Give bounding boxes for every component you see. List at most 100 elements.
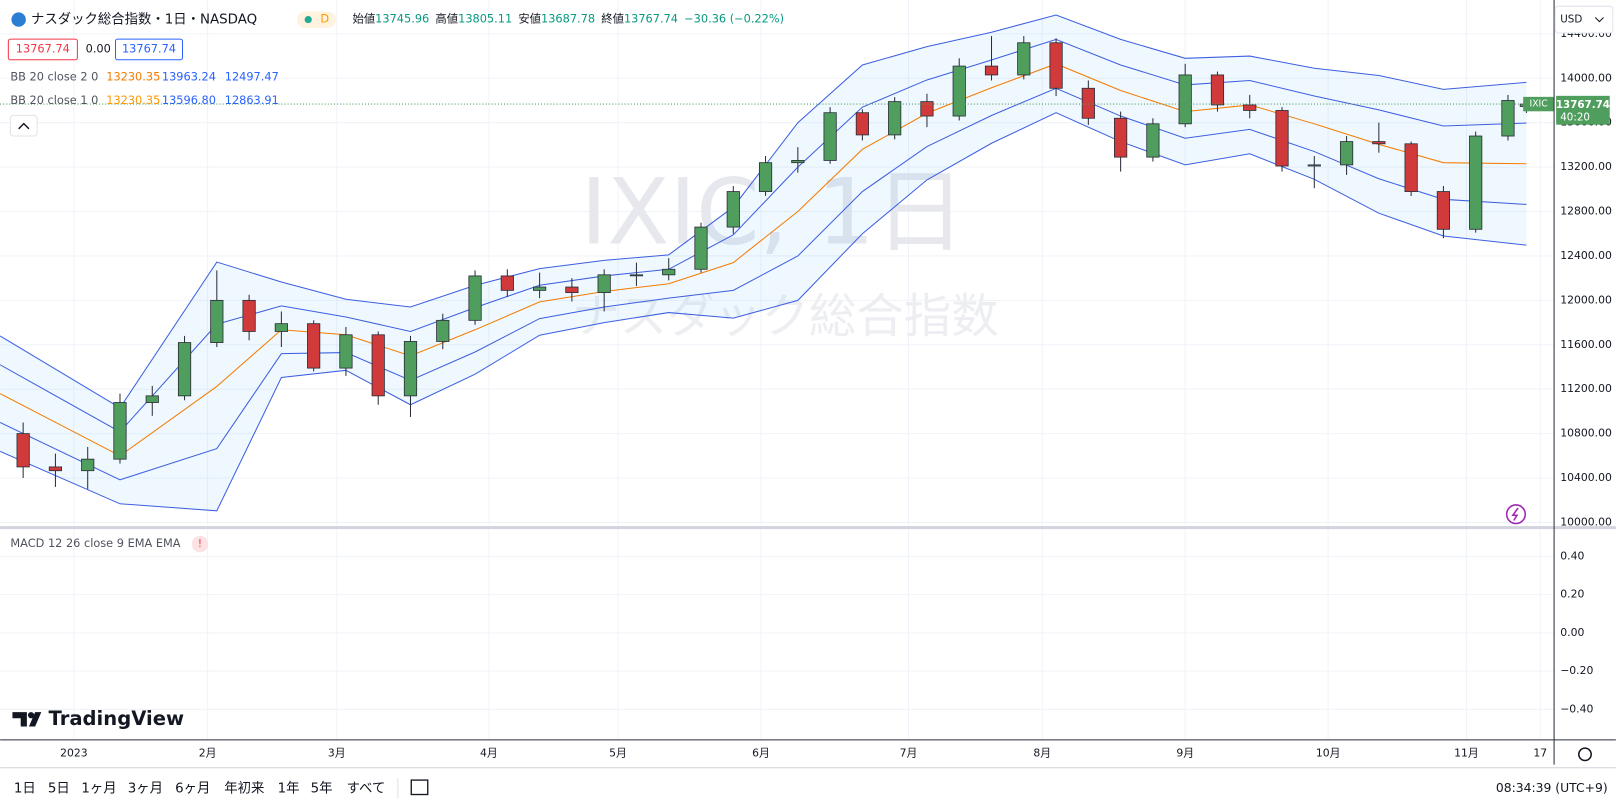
- indicator-label: BB 20 close 1 0: [10, 93, 98, 107]
- y-tick-label: 14000.00: [1560, 71, 1612, 84]
- candle-body: [1210, 74, 1225, 106]
- ohlc: 始値13745.96 高値13805.11 安値13687.78 終値13767.74…: [353, 12, 785, 26]
- price-box: [7, 38, 78, 61]
- price-box-text: 13767.74: [16, 41, 70, 55]
- candle-body: [791, 160, 805, 164]
- spread: 0.00: [86, 41, 111, 55]
- macd-label: MACD 12 26 close 9 EMA EMA: [10, 536, 180, 550]
- candle-body: [888, 101, 902, 136]
- candle-body: [210, 299, 224, 343]
- indicator-value: 13596.80: [162, 93, 216, 107]
- y-tick-label: 0.40: [1560, 549, 1584, 562]
- countdown: 40:20: [1560, 111, 1590, 123]
- y-tick-label: 10800.00: [1560, 427, 1612, 440]
- bb-basis: [0, 63, 1527, 457]
- y-tick-label: 10400.00: [1560, 471, 1612, 484]
- range-button[interactable]: 1日: [14, 781, 36, 796]
- candle-body: [16, 433, 30, 468]
- x-tick-label: 7月: [900, 746, 918, 759]
- x-tick-label: 4月: [480, 746, 498, 759]
- x-tick-label: 3月: [328, 746, 346, 759]
- candle-body: [1469, 135, 1483, 230]
- y-tick-label: −0.40: [1560, 702, 1593, 715]
- ohlc-label: 始値: [353, 12, 376, 26]
- y-tick-label: 12400.00: [1560, 249, 1612, 262]
- symbol-tag-text: IXIC: [1529, 99, 1547, 110]
- x-tick-label: 10月: [1316, 746, 1341, 759]
- macd-alert-text: !: [198, 538, 202, 550]
- ohlc-value: 13767.74: [624, 12, 678, 26]
- y-tick-label: 12800.00: [1560, 205, 1612, 218]
- candle-body: [242, 299, 256, 332]
- range-button[interactable]: 3ヶ月: [128, 781, 163, 796]
- price-box-text: 13767.74: [122, 41, 176, 55]
- currency-caret: [1594, 17, 1604, 23]
- candle-body: [436, 319, 450, 342]
- x-tick-label: 11月: [1454, 746, 1479, 759]
- range-button[interactable]: 1年: [278, 780, 300, 796]
- candle-body: [694, 226, 708, 270]
- candle-body: [1436, 191, 1451, 230]
- candle-body: [371, 334, 385, 397]
- change: −30.36 (−0.22%): [684, 12, 784, 26]
- candle-body: [855, 112, 869, 136]
- candle-body: [1146, 123, 1160, 158]
- range-button[interactable]: 5年: [311, 780, 333, 796]
- range-button[interactable]: 1ヶ月: [81, 781, 116, 796]
- indicator-value: 13230.35: [106, 69, 160, 83]
- candle-body: [1243, 104, 1257, 111]
- candle-body: [113, 402, 127, 460]
- currency-box[interactable]: [1554, 5, 1614, 34]
- candle-body: [468, 275, 482, 321]
- candle-body: [758, 162, 773, 192]
- candle-body: [629, 274, 644, 277]
- ohlc-label: 終値: [601, 12, 624, 26]
- y-tick-label: 11200.00: [1560, 382, 1612, 395]
- candle-body: [177, 342, 192, 397]
- candle-body: [565, 286, 579, 294]
- market-dot: [304, 15, 312, 24]
- range-button[interactable]: 年初来: [224, 780, 264, 796]
- collapse-button[interactable]: [9, 114, 38, 137]
- candle-body: [1081, 87, 1095, 119]
- settings-icon[interactable]: [1578, 747, 1592, 762]
- indicator-value: 13963.24: [162, 69, 216, 83]
- candle-body: [500, 275, 514, 291]
- y-tick-label: −0.20: [1560, 664, 1593, 677]
- bb-lower-inner: [0, 87, 1527, 481]
- candle-body: [1275, 110, 1289, 167]
- ohlc-label: 高値: [435, 12, 458, 26]
- candle-body: [662, 268, 676, 276]
- last-price: 13767.74: [1556, 99, 1610, 111]
- badge-text: D: [320, 12, 329, 26]
- candle-body: [1404, 143, 1418, 192]
- candle-body: [339, 334, 353, 369]
- symbol-icon: [11, 12, 26, 27]
- header: ナスダック総合指数・1日・NASDAQ D 始値13745.96 高値13805.11…: [7, 11, 785, 553]
- range-button[interactable]: 6ヶ月: [175, 781, 210, 796]
- candle-body: [145, 395, 159, 403]
- candle-body: [1049, 42, 1063, 89]
- candle-body: [274, 323, 288, 332]
- y-tick-label: 13200.00: [1560, 160, 1612, 173]
- macd-alert: [191, 535, 209, 553]
- candle-body: [984, 65, 999, 76]
- candle-body: [952, 65, 966, 117]
- price-box: [114, 38, 184, 61]
- candle-body: [1307, 164, 1321, 167]
- candle-body: [81, 458, 95, 472]
- bb-upper-outer: [0, 14, 1527, 409]
- indicator-value: 13230.35: [106, 93, 160, 107]
- badge: [296, 11, 337, 28]
- range-button[interactable]: すべて: [347, 780, 386, 796]
- x-tick-label: 6月: [752, 746, 770, 759]
- lightning-icon[interactable]: [1505, 504, 1526, 525]
- chevron: [18, 122, 30, 130]
- range-button[interactable]: 5日: [48, 781, 70, 796]
- x-tick-label: 5月: [609, 746, 627, 759]
- x-tick-label: 8月: [1033, 746, 1051, 759]
- candle-body: [1339, 141, 1354, 166]
- symbol-title: ナスダック総合指数・1日・NASDAQ: [31, 12, 257, 28]
- date-range-icon[interactable]: [410, 779, 429, 796]
